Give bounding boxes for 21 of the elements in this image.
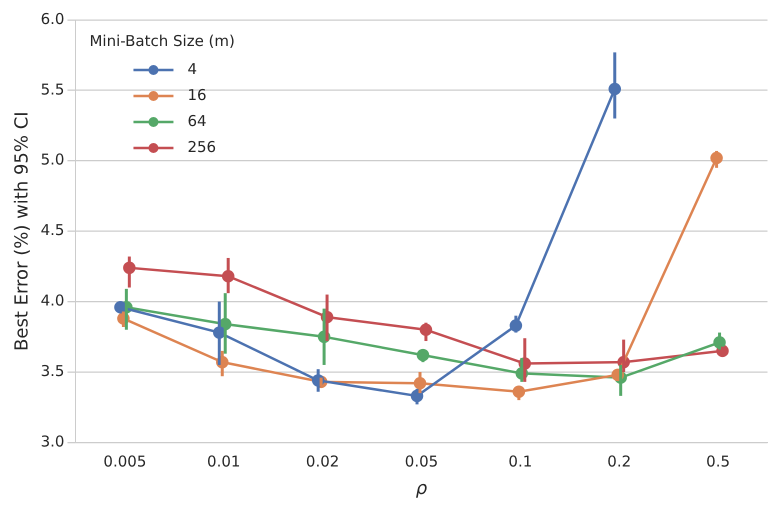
legend-label: 256 [187, 138, 216, 156]
y-tick-label: 4.5 [40, 221, 64, 240]
x-tick-label: 0.02 [306, 452, 340, 470]
x-axis-title: ρ [416, 478, 428, 499]
x-tick-label: 0.5 [706, 452, 730, 470]
y-tick-label: 3.5 [40, 362, 64, 380]
y-tick-label: 5.5 [40, 80, 64, 98]
legend-label: 16 [187, 86, 207, 104]
legend-title: Mini-Batch Size (m) [89, 32, 235, 50]
x-tick-label: 0.01 [207, 452, 240, 470]
x-tick-label: 0.1 [508, 452, 532, 470]
x-tick-label: 0.005 [103, 452, 146, 470]
x-tick-label: 0.2 [607, 452, 632, 470]
legend-label: 64 [187, 112, 207, 130]
y-tick-label: 4.0 [40, 291, 64, 310]
legend-label: 4 [187, 60, 197, 78]
x-tick-label: 0.05 [404, 452, 438, 470]
y-tick-label: 6.0 [40, 10, 64, 28]
y-tick-label: 5.0 [40, 150, 64, 169]
y-tick-label: 3.0 [40, 432, 64, 450]
y-axis-title: Best Error (%) with 95% CI [11, 111, 32, 351]
